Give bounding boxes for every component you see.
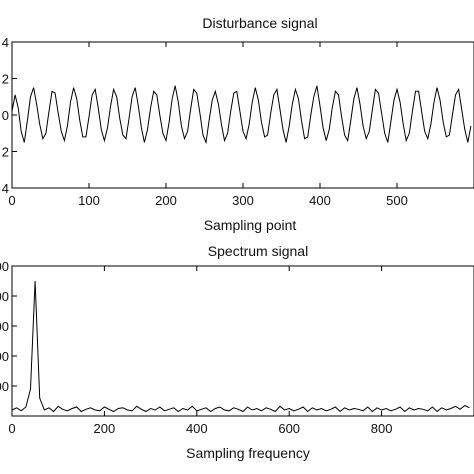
y-tick-label: 00: [0, 349, 9, 364]
x-tick-label: 200: [94, 421, 116, 436]
x-tick-label: 300: [232, 193, 254, 208]
x-tick-label: 800: [371, 421, 393, 436]
y-tick-label: 2: [2, 145, 9, 160]
chart-title: Disturbance signal: [202, 15, 317, 31]
x-tick-label: 0: [8, 421, 15, 436]
y-tick-label: 0: [2, 108, 9, 123]
y-tick-labels: 00 00 00 00 00: [0, 259, 9, 394]
axis-ticks: [11, 265, 383, 416]
x-tick-label: 600: [278, 421, 300, 436]
x-tick-label: 400: [309, 193, 331, 208]
x-tick-label: 100: [78, 193, 100, 208]
y-tick-label: 2: [2, 72, 9, 87]
chart-title: Spectrum signal: [208, 243, 308, 259]
y-tick-label: 00: [0, 319, 9, 334]
disturbance-chart: Disturbance signal 0 100 200 300 400 500 4 2 0 2…: [2, 15, 474, 233]
plot-frame: [11, 265, 474, 417]
y-tick-labels: 4 2 0 2 4: [2, 35, 9, 196]
x-tick-label: 0: [8, 193, 15, 208]
x-tick-labels: 0 200 400 600 800: [8, 421, 392, 436]
x-tick-labels: 0 100 200 300 400 500: [8, 193, 407, 208]
plot-frame: [11, 41, 474, 189]
spectrum-line: [11, 280, 470, 413]
y-tick-label: 00: [0, 259, 9, 274]
x-tick-label: 400: [186, 421, 208, 436]
y-tick-label: 4: [2, 35, 9, 50]
x-axis-label: Sampling point: [204, 217, 297, 233]
x-tick-label: 200: [155, 193, 177, 208]
y-tick-label: 00: [0, 289, 9, 304]
axis-ticks: [11, 41, 398, 189]
y-tick-label: 4: [2, 181, 9, 196]
x-axis-label: Sampling frequency: [186, 445, 310, 461]
y-tick-label: 00: [0, 379, 9, 394]
signal-line: [11, 85, 472, 145]
x-tick-label: 500: [386, 193, 408, 208]
